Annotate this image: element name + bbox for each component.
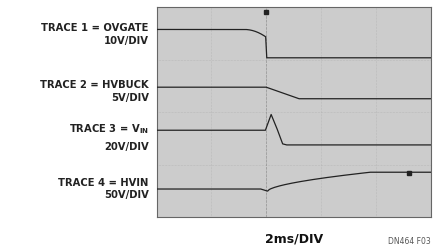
Text: TRACE 1 = OVGATE
10V/DIV: TRACE 1 = OVGATE 10V/DIV [41, 23, 148, 46]
Text: TRACE 4 = HVIN
50V/DIV: TRACE 4 = HVIN 50V/DIV [58, 178, 148, 200]
Text: TRACE 3 = V$_{\mathregular{IN}}$: TRACE 3 = V$_{\mathregular{IN}}$ [69, 122, 148, 136]
Text: 2ms/DIV: 2ms/DIV [264, 232, 322, 245]
Text: DN464 F03: DN464 F03 [387, 237, 430, 246]
Text: 20V/DIV: 20V/DIV [104, 142, 148, 152]
Text: TRACE 2 = HVBUCK
5V/DIV: TRACE 2 = HVBUCK 5V/DIV [40, 80, 148, 103]
